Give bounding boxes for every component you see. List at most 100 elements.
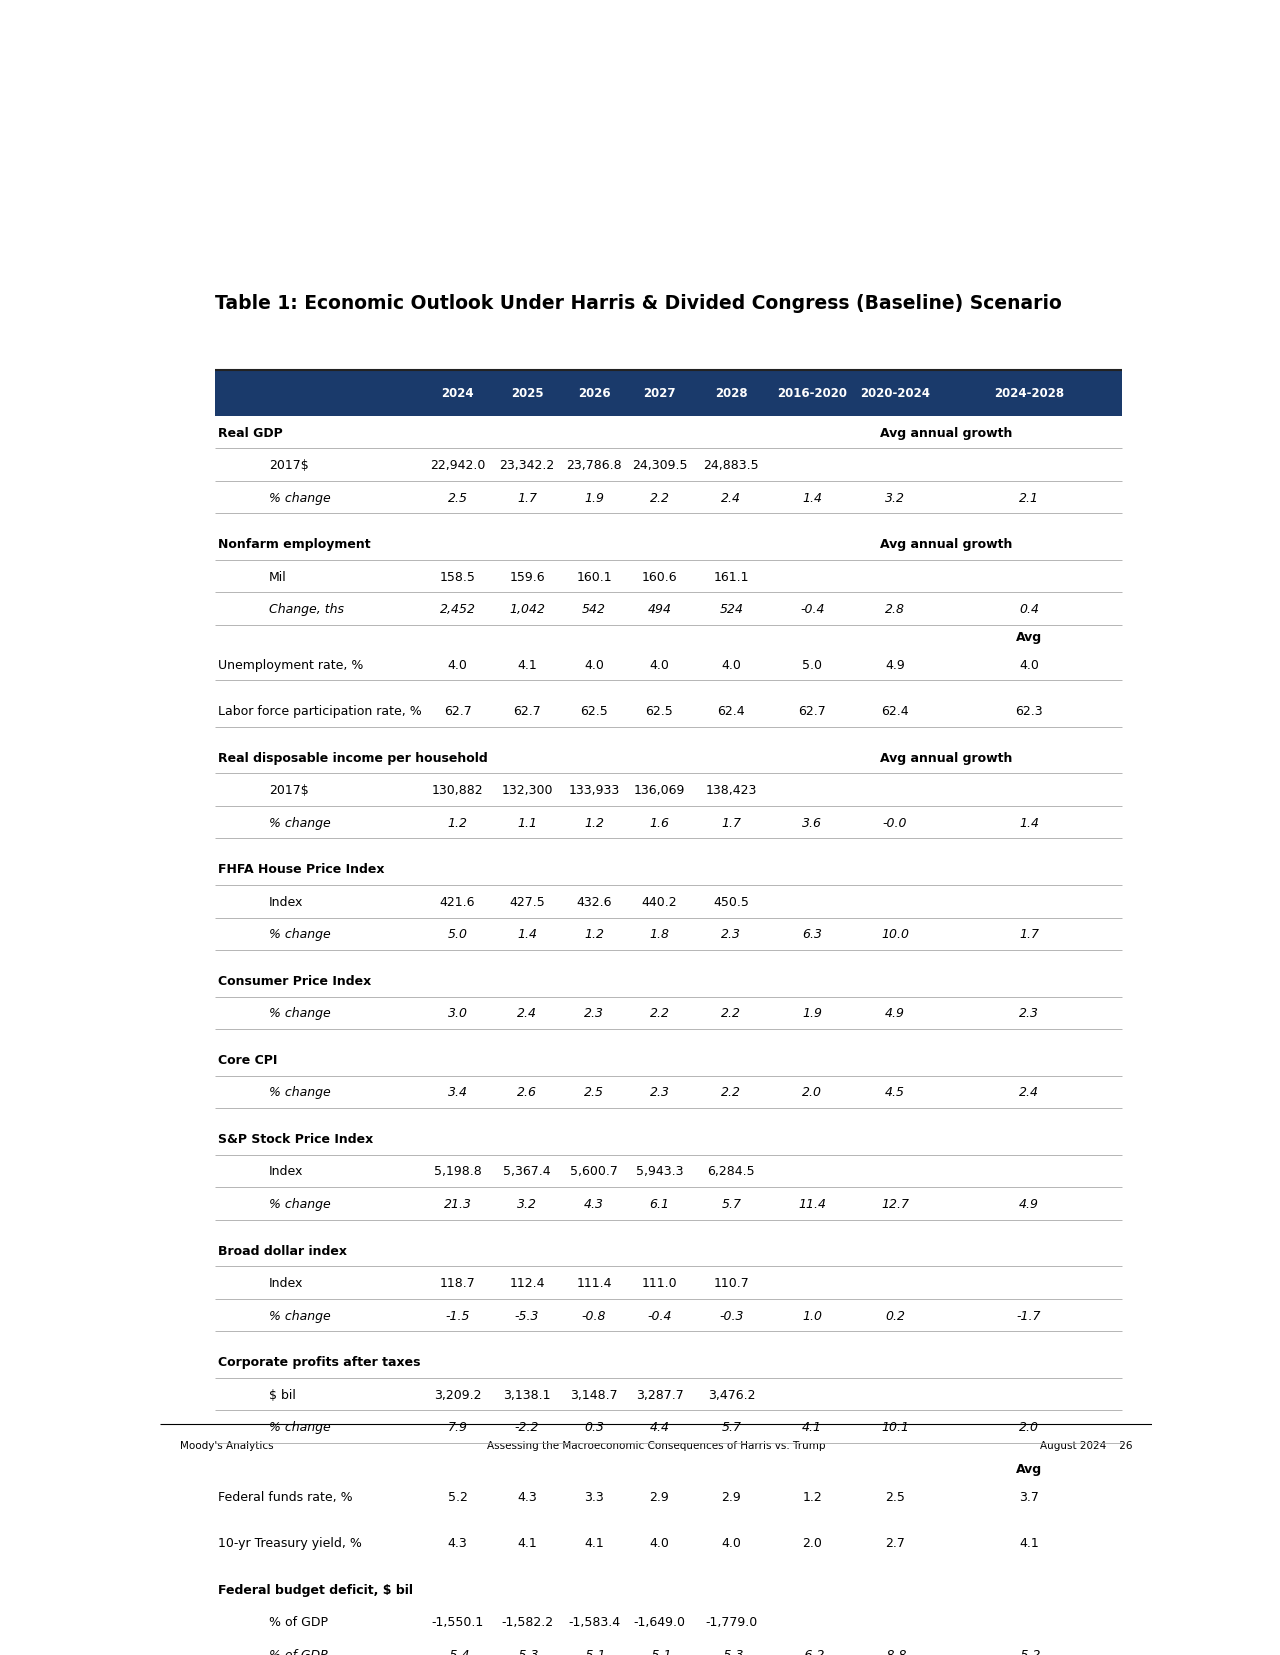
Text: August 2024    26: August 2024 26 (1039, 1440, 1132, 1450)
Text: 427.5: 427.5 (509, 895, 545, 909)
Text: Index: Index (269, 1165, 303, 1178)
Text: 62.7: 62.7 (799, 705, 826, 718)
Text: 2.3: 2.3 (584, 1006, 604, 1019)
Text: -0.8: -0.8 (581, 1309, 607, 1322)
Text: 12.7: 12.7 (881, 1197, 909, 1210)
Text: -0.3: -0.3 (719, 1309, 744, 1322)
Text: 0.2: 0.2 (884, 1309, 905, 1322)
Text: 111.4: 111.4 (576, 1276, 612, 1289)
Text: % change: % change (269, 1086, 330, 1099)
Text: 132,300: 132,300 (502, 784, 553, 796)
Text: 2.3: 2.3 (722, 928, 741, 940)
Text: 4.5: 4.5 (884, 1086, 905, 1099)
Text: 161.1: 161.1 (714, 571, 749, 583)
Text: -5.1: -5.1 (581, 1648, 607, 1655)
Bar (215, 371, 1123, 417)
Text: 2017$: 2017$ (269, 458, 308, 472)
Text: Index: Index (269, 1276, 303, 1289)
Text: 494: 494 (648, 602, 672, 616)
Text: 158.5: 158.5 (439, 571, 476, 583)
Text: 1.7: 1.7 (517, 492, 538, 505)
Text: Avg annual growth: Avg annual growth (879, 751, 1012, 765)
Text: 10.0: 10.0 (881, 928, 909, 940)
Text: 130,882: 130,882 (431, 784, 484, 796)
Text: 2.2: 2.2 (649, 492, 669, 505)
Text: 6.3: 6.3 (803, 928, 822, 940)
Text: 159.6: 159.6 (509, 571, 545, 583)
Text: 2.9: 2.9 (722, 1490, 741, 1503)
Text: 3.7: 3.7 (1019, 1490, 1039, 1503)
Text: 1.2: 1.2 (584, 928, 604, 940)
Text: 3.2: 3.2 (517, 1197, 538, 1210)
Text: 1.7: 1.7 (722, 816, 741, 829)
Text: 4.0: 4.0 (649, 659, 669, 672)
Text: 421.6: 421.6 (440, 895, 475, 909)
Text: Consumer Price Index: Consumer Price Index (218, 975, 371, 988)
Text: Nonfarm employment: Nonfarm employment (218, 538, 370, 551)
Text: 5.0: 5.0 (803, 659, 822, 672)
Text: Federal budget deficit, $ bil: Federal budget deficit, $ bil (218, 1582, 412, 1595)
Text: 2.5: 2.5 (448, 492, 467, 505)
Text: 111.0: 111.0 (641, 1276, 677, 1289)
Text: 2.3: 2.3 (1019, 1006, 1039, 1019)
Text: Table 1: Economic Outlook Under Harris & Divided Congress (Baseline) Scenario: Table 1: Economic Outlook Under Harris &… (215, 295, 1061, 313)
Text: 5,943.3: 5,943.3 (636, 1165, 684, 1178)
Text: -5.3: -5.3 (515, 1648, 539, 1655)
Text: 2.0: 2.0 (1019, 1420, 1039, 1433)
Text: 112.4: 112.4 (509, 1276, 545, 1289)
Text: 2028: 2028 (716, 387, 748, 401)
Text: Real disposable income per household: Real disposable income per household (218, 751, 488, 765)
Text: Labor force participation rate, %: Labor force participation rate, % (218, 705, 421, 718)
Text: 4.0: 4.0 (649, 1536, 669, 1549)
Text: 62.4: 62.4 (718, 705, 745, 718)
Text: 23,342.2: 23,342.2 (499, 458, 554, 472)
Text: 3.6: 3.6 (803, 816, 822, 829)
Text: 2.4: 2.4 (517, 1006, 538, 1019)
Text: -5.4: -5.4 (445, 1648, 470, 1655)
Text: 24,309.5: 24,309.5 (632, 458, 687, 472)
Text: -0.4: -0.4 (648, 1309, 672, 1322)
Text: 5.7: 5.7 (722, 1420, 741, 1433)
Text: 1.7: 1.7 (1019, 928, 1039, 940)
Text: 5,198.8: 5,198.8 (434, 1165, 481, 1178)
Text: 2.0: 2.0 (803, 1536, 822, 1549)
Text: 23,786.8: 23,786.8 (566, 458, 622, 472)
Text: Corporate profits after taxes: Corporate profits after taxes (218, 1355, 420, 1369)
Text: 1.2: 1.2 (448, 816, 467, 829)
Text: 3,138.1: 3,138.1 (503, 1389, 550, 1400)
Text: 2.9: 2.9 (649, 1490, 669, 1503)
Text: % change: % change (269, 492, 330, 505)
Text: 440.2: 440.2 (641, 895, 677, 909)
Text: 5.2: 5.2 (448, 1490, 467, 1503)
Text: 2026: 2026 (577, 387, 611, 401)
Text: 62.3: 62.3 (1015, 705, 1043, 718)
Text: 4.0: 4.0 (722, 1536, 741, 1549)
Text: Mil: Mil (269, 571, 287, 583)
Text: 11.4: 11.4 (799, 1197, 827, 1210)
Text: 5,600.7: 5,600.7 (570, 1165, 618, 1178)
Text: 2024-2028: 2024-2028 (995, 387, 1064, 401)
Text: 1.2: 1.2 (803, 1490, 822, 1503)
Text: 6.1: 6.1 (649, 1197, 669, 1210)
Text: % change: % change (269, 1197, 330, 1210)
Text: -5.2: -5.2 (1016, 1648, 1041, 1655)
Text: 2016-2020: 2016-2020 (777, 387, 847, 401)
Text: 1.2: 1.2 (584, 816, 604, 829)
Text: -5.3: -5.3 (719, 1648, 744, 1655)
Text: 1.6: 1.6 (649, 816, 669, 829)
Text: % change: % change (269, 1309, 330, 1322)
Text: Moody's Analytics: Moody's Analytics (179, 1440, 274, 1450)
Text: 1.9: 1.9 (803, 1006, 822, 1019)
Text: -0.0: -0.0 (883, 816, 908, 829)
Text: $ bil: $ bil (269, 1389, 296, 1400)
Text: 118.7: 118.7 (440, 1276, 475, 1289)
Text: % change: % change (269, 928, 330, 940)
Text: -5.1: -5.1 (648, 1648, 672, 1655)
Text: Avg annual growth: Avg annual growth (879, 427, 1012, 439)
Text: % change: % change (269, 1006, 330, 1019)
Text: 7.9: 7.9 (448, 1420, 467, 1433)
Text: 110.7: 110.7 (713, 1276, 749, 1289)
Text: 62.7: 62.7 (444, 705, 471, 718)
Text: -6.2: -6.2 (800, 1648, 824, 1655)
Text: 4.1: 4.1 (1019, 1536, 1039, 1549)
